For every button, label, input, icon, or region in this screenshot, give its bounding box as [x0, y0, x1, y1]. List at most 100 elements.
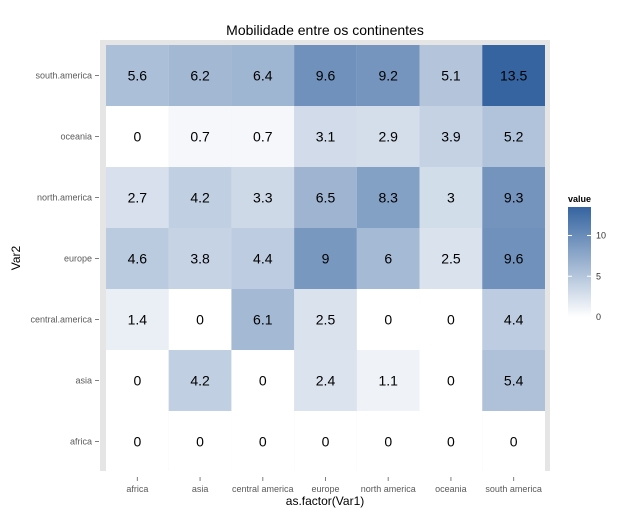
cell-value-label: 1.1: [378, 373, 398, 389]
heatmap-cell: [482, 228, 545, 289]
heatmap-cell: [356, 45, 420, 106]
heatmap-cell: [419, 350, 483, 411]
heatmap-cell: [482, 45, 545, 106]
heatmap-cell: [106, 228, 169, 289]
heatmap-cell: [231, 289, 295, 350]
heatmap-cell: [356, 106, 420, 167]
cell-value-label: 3: [447, 190, 455, 206]
x-tick-label: north america: [361, 484, 416, 494]
cell-value-label: 9: [322, 251, 330, 267]
cell-value-label: 0: [384, 312, 392, 328]
heatmap-cell: [482, 106, 545, 167]
cell-value-label: 3.8: [190, 251, 210, 267]
cell-value-label: 0: [133, 434, 141, 450]
heatmap-cell: [482, 167, 545, 228]
heatmap-cell: [231, 411, 295, 472]
cell-value-label: 1.4: [128, 312, 148, 328]
y-tick-label: asia: [75, 376, 92, 386]
heatmap-cell: [482, 289, 545, 350]
heatmap-cell: [231, 350, 295, 411]
y-axis-title: Var2: [9, 245, 23, 270]
heatmap-cell: [419, 228, 483, 289]
cell-value-label: 0.7: [253, 129, 273, 145]
cell-value-label: 4.2: [190, 190, 210, 206]
y-tick-label: oceania: [60, 132, 92, 142]
heatmap-cell: [482, 350, 545, 411]
x-axis-ticks: africa asia central america europe north ame…: [126, 477, 542, 494]
cell-value-label: 5.2: [504, 129, 524, 145]
heatmap-cell: [294, 289, 357, 350]
cell-value-label: 9.3: [504, 190, 524, 206]
heatmap-cell: [231, 167, 295, 228]
x-tick-label: central america: [232, 484, 294, 494]
heatmap-cell: [106, 411, 169, 472]
cell-value-label: 0: [133, 129, 141, 145]
cell-value-label: 9.6: [504, 251, 524, 267]
x-axis-title: as.factor(Var1): [286, 494, 364, 508]
heatmap-cell: [294, 228, 357, 289]
x-tick-label: oceania: [435, 484, 467, 494]
cell-value-label: 6: [384, 251, 392, 267]
cell-value-label: 3.3: [253, 190, 273, 206]
cell-value-label: 4.4: [504, 312, 524, 328]
color-legend: value 0 5 10: [568, 194, 606, 322]
heatmap-cell: [168, 45, 232, 106]
heatmap-cell: [356, 411, 420, 472]
cell-value-label: 0: [384, 434, 392, 450]
x-tick-label: south america: [485, 484, 542, 494]
heatmap-cells: [106, 45, 545, 472]
heatmap-cell: [419, 106, 483, 167]
cell-value-label: 13.5: [500, 68, 527, 84]
heatmap-cell: [294, 350, 357, 411]
cell-value-label: 0: [322, 434, 330, 450]
y-tick-label: north.america: [37, 193, 92, 203]
x-tick-label: asia: [192, 484, 209, 494]
heatmap-cell: [419, 167, 483, 228]
cell-value-label: 2.7: [128, 190, 148, 206]
heatmap-cell: [231, 106, 295, 167]
heatmap-cell: [419, 411, 483, 472]
heatmap-cell: [419, 289, 483, 350]
heatmap-cell: [294, 45, 357, 106]
heatmap-cell: [168, 106, 232, 167]
heatmap-cell: [106, 289, 169, 350]
cell-value-label: 2.5: [441, 251, 461, 267]
cell-value-label: 6.5: [316, 190, 336, 206]
legend-title: value: [568, 194, 591, 204]
cell-value-label: 0: [510, 434, 518, 450]
heatmap-cell: [482, 411, 545, 472]
y-tick-label: south.america: [35, 71, 92, 81]
cell-value-label: 0: [447, 373, 455, 389]
cell-value-label: 3.1: [316, 129, 336, 145]
heatmap-cell: [356, 289, 420, 350]
legend-color-bar: [568, 207, 591, 317]
cell-value-labels: 0 0 0 0 0 0 0 0 4.2 0 2.4 1.1 0 5.4 1.4 0 6.1 2.5 0 0 4.4 4.6…: [128, 68, 528, 450]
cell-value-label: 5.6: [128, 68, 148, 84]
heatmap-cell: [106, 45, 169, 106]
cell-value-label: 6.1: [253, 312, 273, 328]
heatmap-cell: [106, 106, 169, 167]
cell-value-label: 0: [259, 373, 267, 389]
cell-value-label: 6.2: [190, 68, 210, 84]
cell-value-label: 2.4: [316, 373, 336, 389]
chart-title: Mobilidade entre os continentes: [226, 22, 424, 38]
heatmap-cell: [294, 167, 357, 228]
cell-value-label: 0: [196, 434, 204, 450]
y-tick-label: central.america: [30, 315, 92, 325]
heatmap-cell: [356, 167, 420, 228]
heatmap-cell: [231, 45, 295, 106]
y-tick-label: africa: [70, 437, 92, 447]
legend-tick-label: 10: [596, 231, 606, 241]
cell-value-label: 4.4: [253, 251, 273, 267]
cell-value-label: 9.6: [316, 68, 336, 84]
cell-value-label: 0: [133, 373, 141, 389]
cell-value-label: 5.4: [504, 373, 524, 389]
cell-value-label: 0: [259, 434, 267, 450]
heatmap-cell: [168, 167, 232, 228]
x-tick-label: europe: [311, 484, 339, 494]
heatmap-cell: [294, 411, 357, 472]
cell-value-label: 3.9: [441, 129, 461, 145]
cell-value-label: 0: [447, 312, 455, 328]
x-tick-label: africa: [126, 484, 148, 494]
heatmap-cell: [294, 106, 357, 167]
